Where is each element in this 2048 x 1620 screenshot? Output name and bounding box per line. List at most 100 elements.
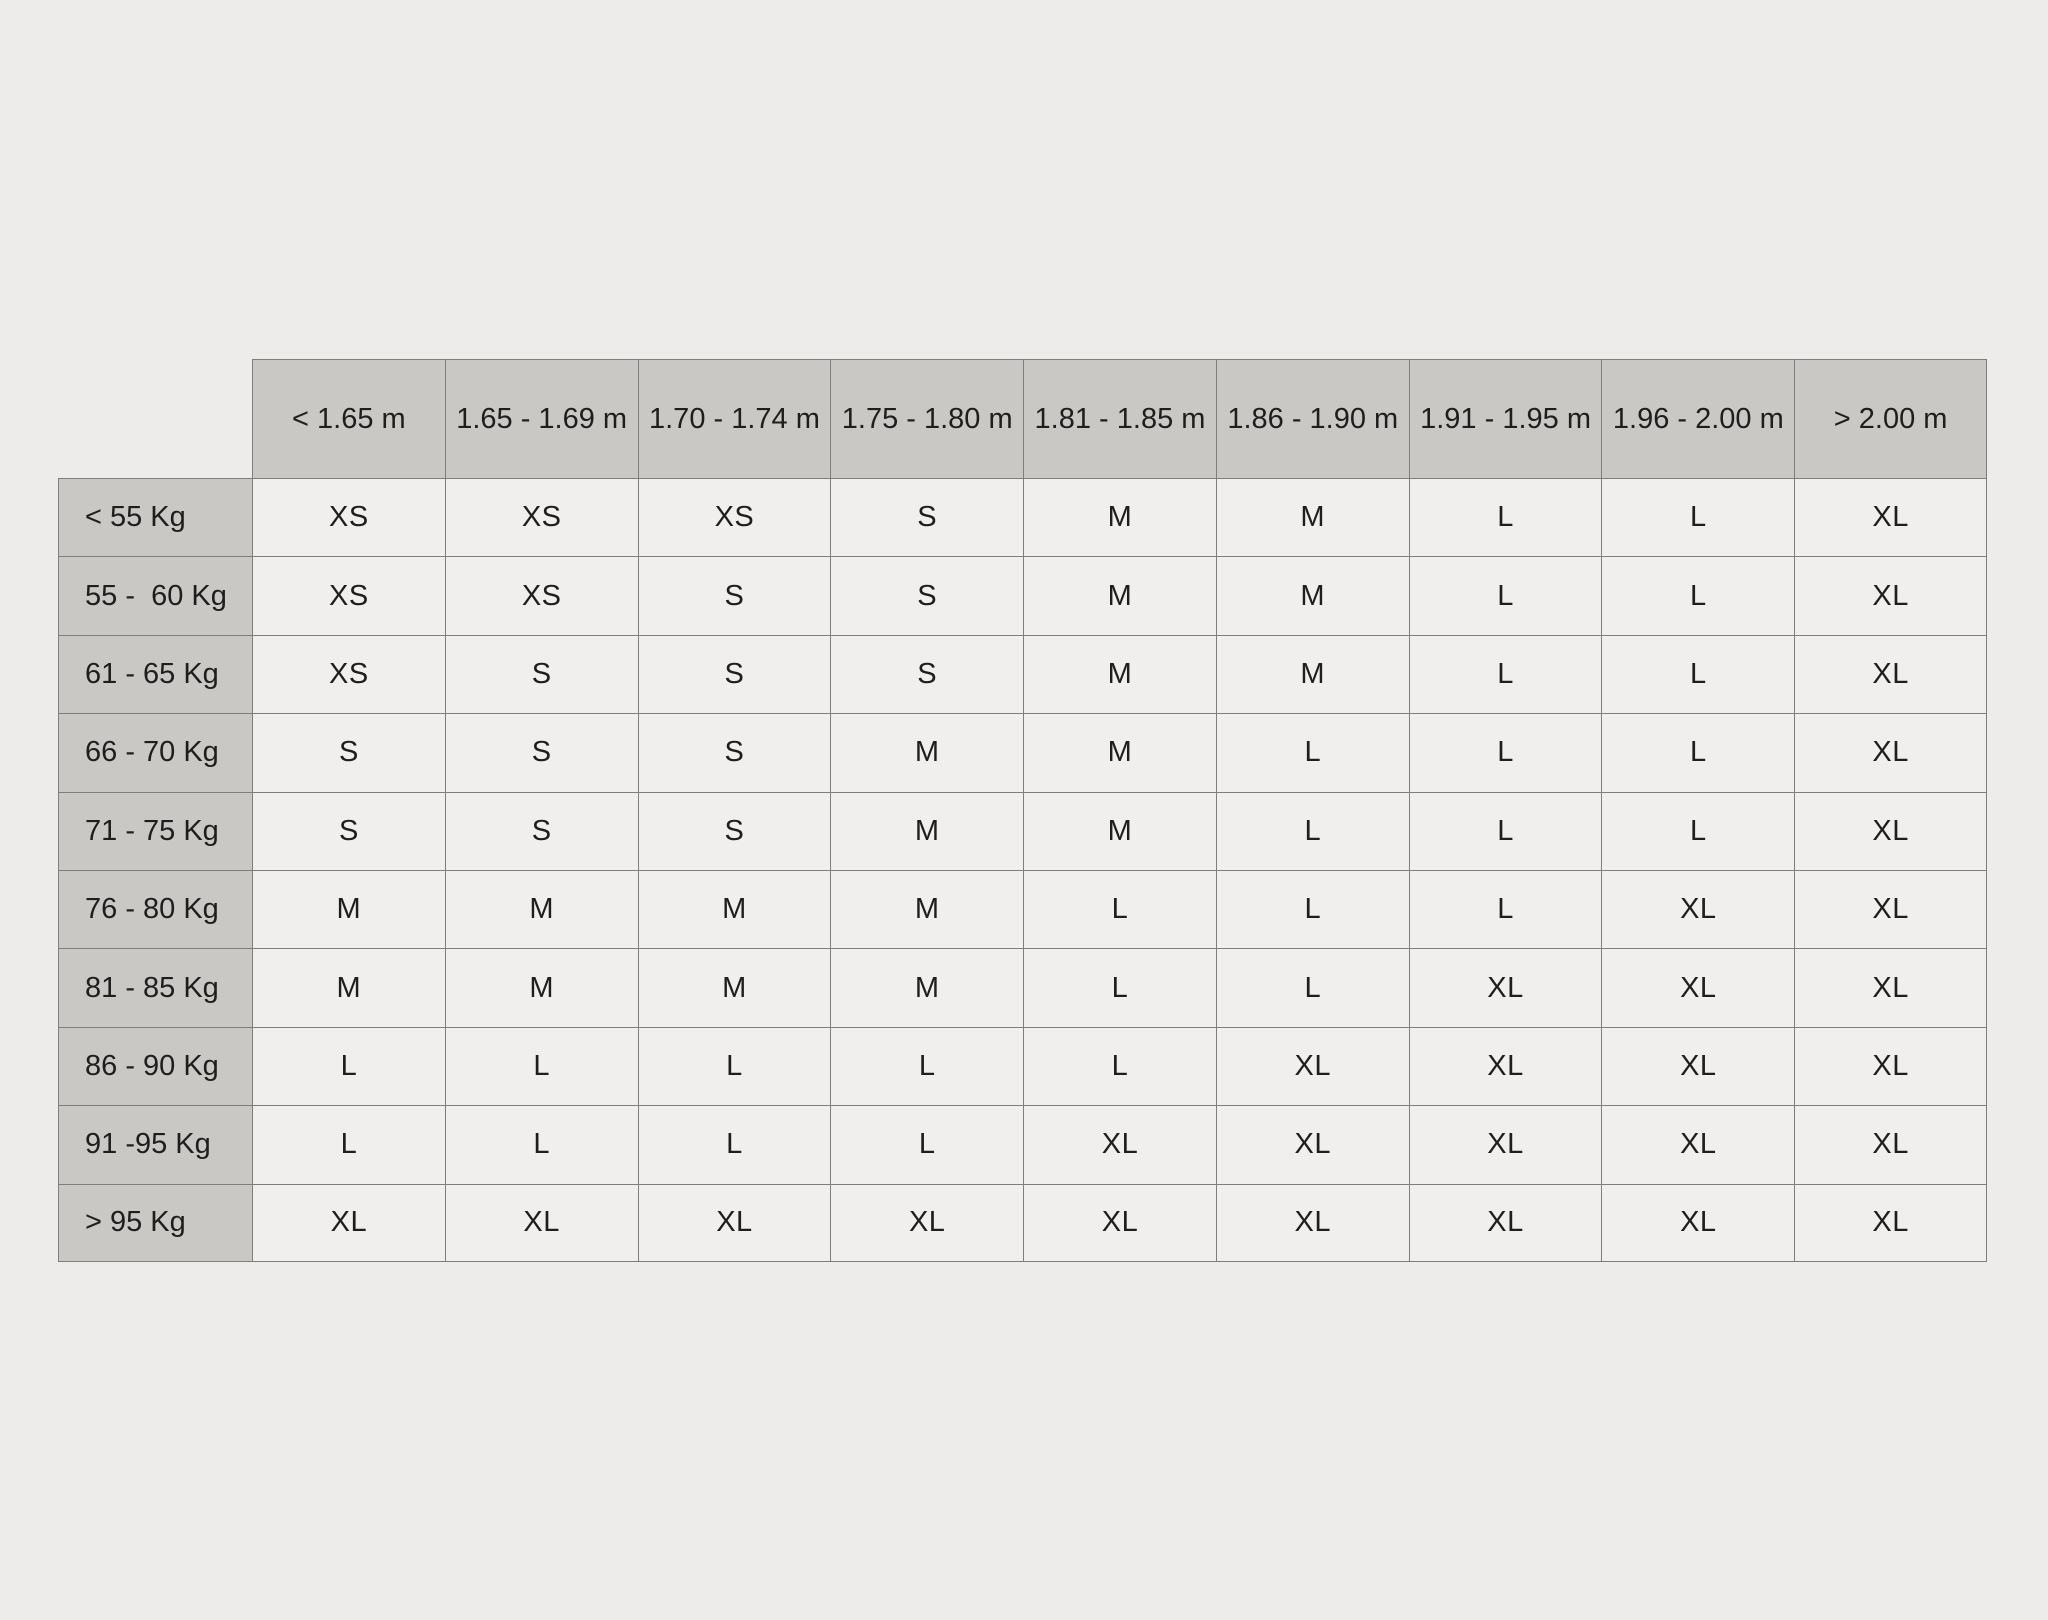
size-cell: XL <box>1794 1105 1987 1184</box>
size-cell: L <box>1215 948 1409 1027</box>
size-cell: L <box>1601 791 1795 870</box>
size-cell: XL <box>1408 948 1602 1027</box>
size-cell: M <box>1215 556 1409 635</box>
size-cell: XL <box>1794 478 1987 557</box>
size-cell: XS <box>252 634 445 714</box>
height-column-header: < 1.65 m <box>252 359 445 478</box>
size-cell: XL <box>1794 1183 1987 1262</box>
size-cell: XL <box>444 1183 638 1262</box>
weight-row-header: 61 - 65 Kg <box>58 634 252 714</box>
size-cell: XL <box>637 1183 831 1262</box>
size-cell: L <box>1023 948 1216 1027</box>
size-cell: L <box>1408 634 1602 714</box>
height-column-header: 1.70 - 1.74 m <box>637 359 831 478</box>
size-cell: XL <box>1601 870 1795 949</box>
height-column-header: > 2.00 m <box>1794 359 1987 478</box>
size-cell: S <box>444 713 638 792</box>
size-cell: L <box>637 1105 831 1184</box>
size-cell: XS <box>444 478 638 557</box>
size-cell: M <box>830 713 1024 792</box>
size-cell: L <box>830 1026 1024 1106</box>
size-cell: XL <box>1794 870 1987 949</box>
size-cell: S <box>830 556 1024 635</box>
size-cell: XL <box>1408 1105 1602 1184</box>
size-cell: XL <box>1215 1026 1409 1106</box>
size-cell: XL <box>1408 1183 1602 1262</box>
size-cell: L <box>1215 713 1409 792</box>
size-cell: M <box>1023 556 1216 635</box>
size-cell: XL <box>1023 1183 1216 1262</box>
weight-row-header: < 55 Kg <box>58 478 252 557</box>
size-cell: M <box>1215 634 1409 714</box>
size-cell: XL <box>1023 1105 1216 1184</box>
size-cell: XL <box>1794 634 1987 714</box>
weight-row-header: 71 - 75 Kg <box>58 791 252 870</box>
size-cell: XL <box>1601 1183 1795 1262</box>
size-cell: L <box>637 1026 831 1106</box>
height-column-header: 1.75 - 1.80 m <box>830 359 1024 478</box>
size-cell: XL <box>830 1183 1024 1262</box>
size-cell: XL <box>1794 791 1987 870</box>
size-cell: XL <box>1601 948 1795 1027</box>
size-cell: XL <box>1794 713 1987 792</box>
height-column-header: 1.65 - 1.69 m <box>444 359 638 478</box>
height-column-header: 1.91 - 1.95 m <box>1408 359 1602 478</box>
size-cell: XL <box>252 1183 445 1262</box>
size-cell: M <box>252 948 445 1027</box>
weight-row-header: 55 - 60 Kg <box>58 556 252 635</box>
size-cell: XL <box>1794 1026 1987 1106</box>
size-cell: S <box>830 634 1024 714</box>
size-cell: XS <box>252 556 445 635</box>
size-cell: XL <box>1794 948 1987 1027</box>
height-column-header: 1.81 - 1.85 m <box>1023 359 1216 478</box>
weight-row-header: 91 -95 Kg <box>58 1105 252 1184</box>
size-cell: M <box>444 948 638 1027</box>
size-cell: M <box>1023 713 1216 792</box>
size-cell: S <box>252 791 445 870</box>
size-cell: L <box>252 1105 445 1184</box>
size-cell: L <box>1601 634 1795 714</box>
size-cell: M <box>830 870 1024 949</box>
size-cell: XL <box>1601 1105 1795 1184</box>
size-cell: M <box>1023 634 1216 714</box>
size-cell: M <box>444 870 638 949</box>
size-cell: XS <box>444 556 638 635</box>
weight-row-header: 81 - 85 Kg <box>58 948 252 1027</box>
weight-row-header: 86 - 90 Kg <box>58 1026 252 1106</box>
size-cell: L <box>1408 791 1602 870</box>
size-cell: S <box>444 791 638 870</box>
corner-spacer <box>58 359 252 478</box>
size-cell: L <box>252 1026 445 1106</box>
size-cell: M <box>830 948 1024 1027</box>
size-cell: XL <box>1601 1026 1795 1106</box>
size-cell: L <box>1601 713 1795 792</box>
size-cell: L <box>444 1105 638 1184</box>
weight-row-header: > 95 Kg <box>58 1183 252 1262</box>
size-cell: M <box>1215 478 1409 557</box>
size-cell: L <box>1408 556 1602 635</box>
height-column-header: 1.96 - 2.00 m <box>1601 359 1795 478</box>
size-cell: L <box>1601 556 1795 635</box>
size-cell: L <box>1215 870 1409 949</box>
size-cell: XL <box>1215 1105 1409 1184</box>
size-cell: L <box>1408 478 1602 557</box>
size-cell: M <box>637 870 831 949</box>
size-cell: XL <box>1408 1026 1602 1106</box>
height-column-header: 1.86 - 1.90 m <box>1215 359 1409 478</box>
size-cell: L <box>1408 870 1602 949</box>
size-cell: L <box>1601 478 1795 557</box>
weight-row-header: 66 - 70 Kg <box>58 713 252 792</box>
size-cell: M <box>637 948 831 1027</box>
size-cell: S <box>444 634 638 714</box>
size-cell: XL <box>1215 1183 1409 1262</box>
size-cell: L <box>1023 870 1216 949</box>
size-cell: XL <box>1794 556 1987 635</box>
size-cell: S <box>637 634 831 714</box>
size-cell: M <box>252 870 445 949</box>
size-cell: L <box>830 1105 1024 1184</box>
size-cell: S <box>252 713 445 792</box>
size-cell: S <box>830 478 1024 557</box>
size-cell: M <box>1023 478 1216 557</box>
size-cell: S <box>637 791 831 870</box>
size-cell: S <box>637 713 831 792</box>
